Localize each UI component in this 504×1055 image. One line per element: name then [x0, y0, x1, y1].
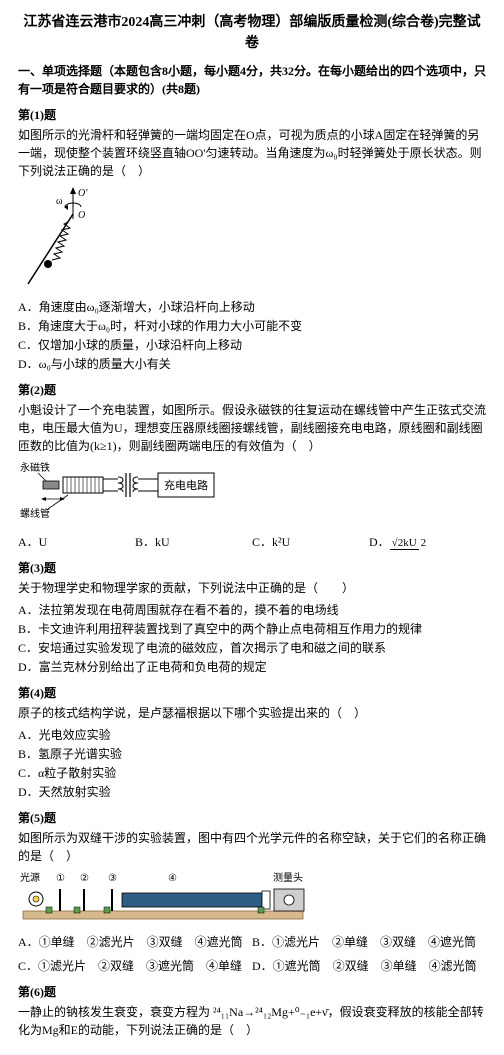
q3-options: A．法拉第发现在电荷周围就存在看不着的，摸不着的电场线 B．卡文迪许利用扭秤装置… [18, 601, 486, 676]
q2-stem: 小魁设计了一个充电装置，如图所示。假设永磁铁的往复运动在螺线管中产生正弦式交流电… [18, 401, 486, 455]
q2-optC: C．k²U [252, 533, 369, 551]
q1-figure: O' O ω [18, 184, 486, 294]
q2-optD: D．√2kU2 [369, 533, 486, 551]
svg-text:①: ① [56, 873, 65, 884]
q2-optA: A．U [18, 533, 135, 551]
q1-head: 第(1)题 [18, 106, 486, 124]
section-1-head: 一、单项选择题（本题包含8小题，每小题4分，共32分。在每小题给出的四个选项中，… [18, 62, 486, 98]
q6-stem: 一静止的钠核发生衰变，衰变方程为 ²⁴₁₁Na→²⁴₁₂Mg+⁰₋₁e+ν̄，假… [18, 1003, 486, 1039]
q2-head: 第(2)题 [18, 381, 486, 399]
q2-options: A．U B．kU C．k²U D．√2kU2 [18, 533, 486, 551]
svg-text:ω: ω [56, 196, 63, 207]
q5-label-meas: 测量头 [273, 871, 303, 884]
q5-stem: 如图所示为双缝干涉的实验装置，图中有四个光学元件的名称空缺，关于它们的名称正确的… [18, 829, 486, 865]
svg-text:O': O' [78, 188, 88, 199]
q3-optA: A．法拉第发现在电荷周围就存在看不着的，摸不着的电场线 [18, 601, 486, 619]
svg-text:O: O [78, 210, 85, 221]
q4-optA: A．光电效应实验 [18, 726, 486, 744]
q4-head: 第(4)题 [18, 684, 486, 702]
svg-text:②: ② [80, 873, 89, 884]
svg-text:④: ④ [168, 873, 177, 884]
q1-optB: B．角速度大于ω₀时，杆对小球的作用力大小可能不变 [18, 317, 486, 335]
q1-optD: D．ω₀与小球的质量大小有关 [18, 355, 486, 373]
q5-optB: B．①滤光片 ②单缝 ③双缝 ④遮光筒 [252, 933, 486, 951]
q3-optD: D．富兰克林分别给出了正电荷和负电荷的规定 [18, 658, 486, 676]
q5-optC: C．①滤光片 ②双缝 ③遮光筒 ④单缝 [18, 957, 252, 975]
svg-text:③: ③ [108, 873, 117, 884]
q5-label-src: 光源 [20, 871, 40, 884]
q3-optC: C．安培通过实验发现了电流的磁效应，首次揭示了电和磁之间的联系 [18, 639, 486, 657]
q2-label-magnet: 永磁铁 [20, 461, 50, 474]
q4-optC: C．α粒子散射实验 [18, 764, 486, 782]
q5-optA: A．①单缝 ②滤光片 ③双缝 ④遮光筒 [18, 933, 252, 951]
q2-label-coil: 螺线管 [20, 507, 50, 520]
q5-head: 第(5)题 [18, 809, 486, 827]
q2-optB: B．kU [135, 533, 252, 551]
q1-optC: C．仅增加小球的质量，小球沿杆向上移动 [18, 336, 486, 354]
q1-optA: A．角速度由ω₀逐渐增大，小球沿杆向上移动 [18, 298, 486, 316]
q5-options: A．①单缝 ②滤光片 ③双缝 ④遮光筒 B．①滤光片 ②单缝 ③双缝 ④遮光筒 … [18, 933, 486, 975]
q3-optB: B．卡文迪许利用扭秤装置找到了真空中的两个静止点电荷相互作用力的规律 [18, 620, 486, 638]
q2-figure: 永磁铁 螺线管 充电电路 [18, 459, 486, 529]
q4-optB: B．氢原子光谱实验 [18, 745, 486, 763]
q2-label-charge: 充电电路 [164, 478, 208, 492]
q6-head: 第(6)题 [18, 983, 486, 1001]
q3-stem: 关于物理学史和物理学家的贡献，下列说法中正确的是（ ） [18, 579, 486, 597]
title: 江苏省连云港市2024高三冲刺（高考物理）部编版质量检测(综合卷)完整试卷 [18, 12, 486, 54]
q5-figure: 光源 ① ② ③ ④ 测量头 [18, 869, 486, 929]
q4-options: A．光电效应实验 B．氢原子光谱实验 C．α粒子散射实验 D．天然放射实验 [18, 726, 486, 801]
q4-stem: 原子的核式结构学说，是卢瑟福根据以下哪个实验提出来的（ ） [18, 704, 486, 722]
q1-stem: 如图所示的光滑杆和轻弹簧的一端均固定在O点，可视为质点的小球A固定在轻弹簧的另一… [18, 126, 486, 180]
q1-options: A．角速度由ω₀逐渐增大，小球沿杆向上移动 B．角速度大于ω₀时，杆对小球的作用… [18, 298, 486, 373]
q5-optD: D．①遮光筒 ②双缝 ③单缝 ④滤光筒 [252, 957, 486, 975]
q3-head: 第(3)题 [18, 559, 486, 577]
q4-optD: D．天然放射实验 [18, 783, 486, 801]
